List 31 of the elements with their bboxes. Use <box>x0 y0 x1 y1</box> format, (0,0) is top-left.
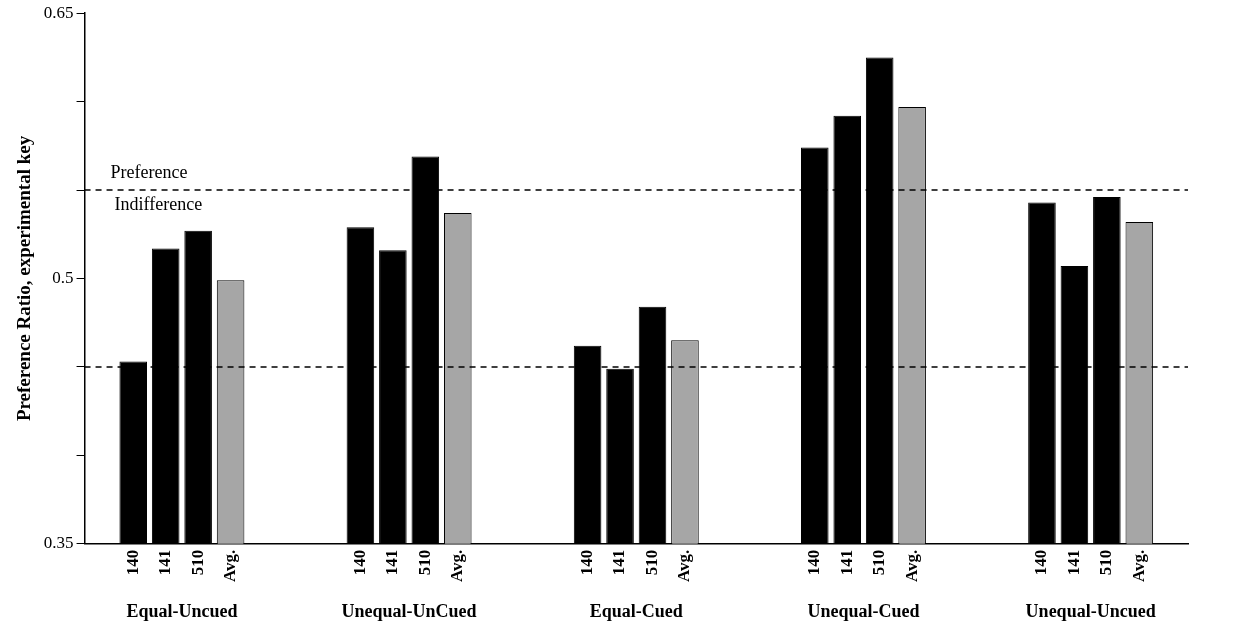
text: Unequal-Cued <box>807 601 920 622</box>
x-tick-label: 141 <box>1063 549 1083 576</box>
x-tick-label: 140 <box>1031 549 1051 576</box>
x-tick-label: 140 <box>804 549 824 576</box>
x-tick-label: 141 <box>836 549 856 576</box>
x-tick-label: 141 <box>382 549 402 576</box>
y-tick-label: 0.5 <box>52 267 74 287</box>
y-axis-title: Preference Ratio, experimental key <box>13 135 35 422</box>
x-tick-label: 510 <box>641 549 661 576</box>
x-tick-label: 510 <box>1096 549 1116 576</box>
x-tick-label: Avg. <box>219 549 239 582</box>
x-tick-label: 510 <box>187 549 207 576</box>
x-tick-label: 141 <box>155 549 175 576</box>
x-tick-label: 510 <box>414 549 434 576</box>
x-tick-label: Avg. <box>1128 549 1148 582</box>
x-tick-label: Avg. <box>901 549 921 582</box>
x-tick-label: Avg. <box>447 549 467 582</box>
ref-line-label: Preference <box>110 161 188 182</box>
x-tick-label: 141 <box>609 549 629 576</box>
y-tick-label: 0.35 <box>43 533 74 553</box>
text: Unequal-UnCued <box>341 601 477 622</box>
annotation: Indifference <box>114 193 203 214</box>
x-tick-label: 140 <box>349 549 369 576</box>
x-tick-label: 510 <box>869 549 889 576</box>
x-tick-label: Avg. <box>674 549 694 582</box>
text: Equal-Uncued <box>126 601 238 622</box>
x-tick-label: 140 <box>576 549 596 576</box>
text: Equal-Cued <box>589 601 683 622</box>
text: Unequal-Uncued <box>1025 601 1156 622</box>
y-tick-label: 0.65 <box>43 2 74 22</box>
x-tick-label: 140 <box>122 549 142 576</box>
